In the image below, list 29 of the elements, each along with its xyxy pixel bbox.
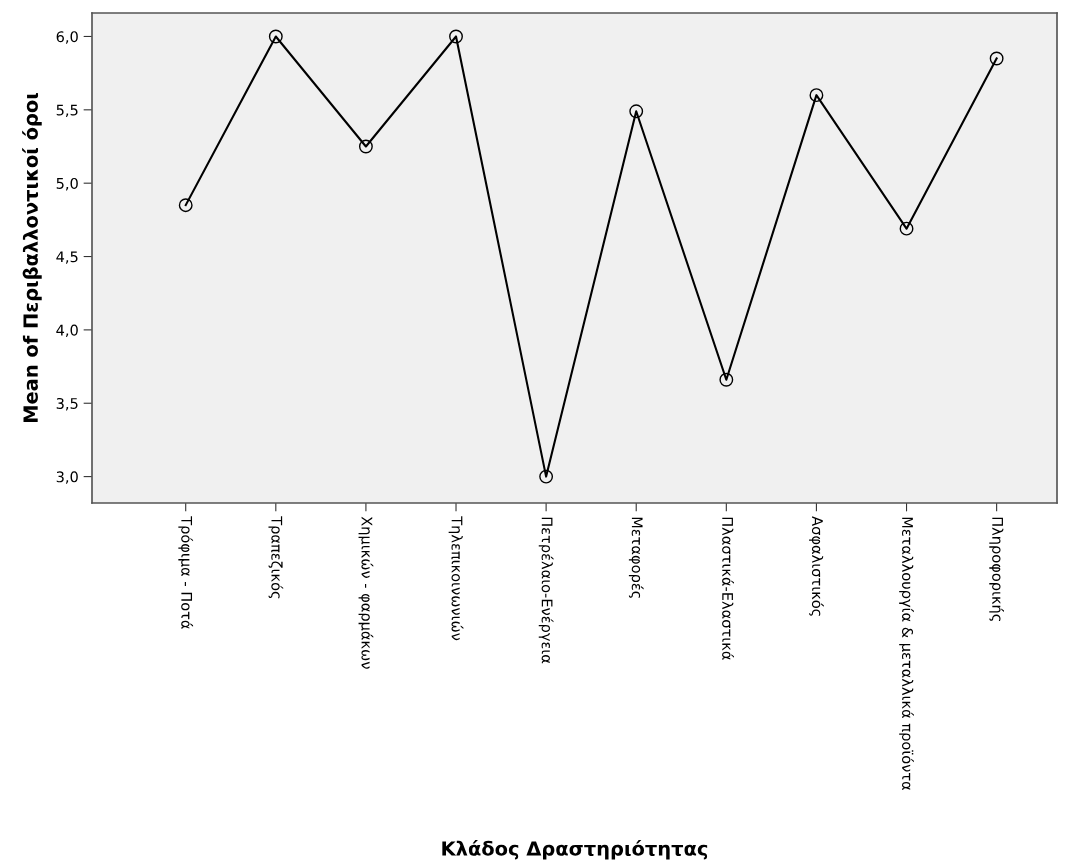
y-tick-label: 3,5 bbox=[56, 397, 78, 411]
x-tick-label: Χημικών - φαρμάκων bbox=[358, 516, 374, 669]
point bbox=[539, 469, 554, 484]
x-tick-label: Πληροφορικής bbox=[989, 517, 1004, 621]
point bbox=[989, 51, 1004, 66]
x-tick-label: Πετρέλαιο-Ενέργεια bbox=[538, 517, 554, 664]
y-tick-label: 3,0 bbox=[56, 471, 78, 484]
point bbox=[809, 88, 824, 103]
point bbox=[899, 221, 914, 236]
point bbox=[629, 104, 644, 119]
point bbox=[358, 139, 373, 154]
point bbox=[178, 198, 193, 213]
x-axis-title: Κλάδος Δραστηριότητας bbox=[442, 840, 708, 860]
x-tick-label: Τρόφιμα - Ποτά bbox=[178, 516, 194, 629]
y-tick-label: 4,5 bbox=[56, 251, 78, 264]
y-tick-label: 6,0 bbox=[56, 31, 78, 44]
point bbox=[268, 29, 283, 44]
x-tick-label: Ασφαλιστικός bbox=[809, 516, 824, 616]
y-tick-label: 5,0 bbox=[56, 177, 78, 191]
x-tick-label: Τραπεζικός bbox=[268, 516, 284, 599]
point bbox=[719, 372, 734, 387]
y-axis-title: Mean of Περιβαλλοντικοί όροι bbox=[22, 92, 42, 423]
x-tick-label: Πλαστικά-Ελαστικά bbox=[722, 517, 734, 660]
x-tick-label: Τηλεπικοινωνιών bbox=[448, 516, 464, 641]
y-tick-label: 4,0 bbox=[56, 324, 78, 338]
point bbox=[449, 29, 463, 44]
y-tick-label: 5,5 bbox=[56, 104, 78, 118]
x-tick-label: Μεταφορές bbox=[628, 517, 644, 598]
x-tick-label: Μεταλλουργία & μεταλλικά προϊόντα bbox=[899, 517, 914, 790]
